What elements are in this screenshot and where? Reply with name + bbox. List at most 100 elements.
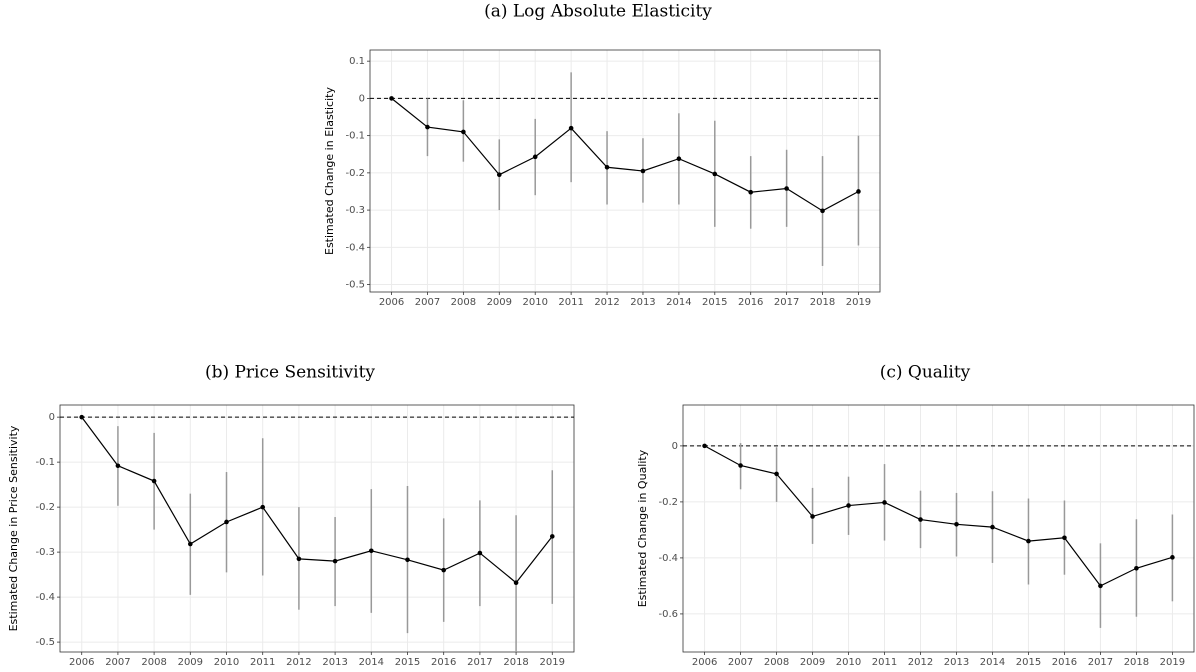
point	[332, 558, 338, 564]
point	[820, 208, 825, 214]
point	[712, 171, 718, 177]
point	[702, 443, 707, 449]
x-tick-label: 2019	[846, 297, 871, 308]
y-tick-label: 0	[672, 441, 678, 452]
y-tick-label: -0.1	[35, 457, 55, 468]
x-tick-label: 2012	[908, 657, 933, 668]
point	[810, 514, 815, 519]
x-tick-label: 2011	[872, 657, 897, 668]
panel-title: (a) Log Absolute Elasticity	[484, 2, 712, 22]
point	[549, 534, 555, 539]
x-tick-label: 2015	[702, 297, 727, 308]
point	[784, 186, 789, 191]
x-tick-label: 2007	[728, 657, 753, 668]
point	[738, 463, 743, 468]
x-tick-label: 2017	[774, 297, 799, 308]
y-tick-label: 0.1	[349, 56, 365, 67]
y-axis-label: Estimated Change in Quality	[636, 449, 649, 607]
point	[918, 517, 923, 522]
x-tick-label: 2009	[800, 657, 825, 668]
point	[389, 96, 394, 101]
x-tick-label: 2008	[764, 657, 789, 668]
x-tick-label: 2011	[558, 297, 583, 308]
panel-title: (c) Quality	[880, 363, 971, 383]
point	[1098, 583, 1103, 589]
point	[188, 541, 193, 547]
plot-border	[682, 404, 1195, 653]
x-tick-label: 2006	[692, 657, 717, 668]
point	[568, 125, 574, 131]
x-tick-label: 2010	[214, 657, 239, 668]
x-tick-label: 2017	[1088, 657, 1113, 668]
x-tick-label: 2016	[431, 657, 456, 668]
x-tick-label: 2017	[467, 657, 492, 668]
y-tick-label: 0	[359, 93, 365, 104]
x-tick-label: 2011	[250, 657, 275, 668]
point	[748, 189, 754, 195]
x-tick-label: 2007	[105, 657, 130, 668]
x-tick-label: 2016	[1052, 657, 1077, 668]
y-tick-label: -0.2	[35, 502, 55, 513]
point	[79, 414, 85, 420]
x-tick-label: 2015	[1016, 657, 1041, 668]
x-tick-label: 2014	[980, 657, 1005, 668]
x-tick-label: 2013	[944, 657, 969, 668]
y-tick-label: -0.3	[35, 547, 55, 558]
line	[391, 97, 859, 212]
x-tick-label: 2019	[540, 657, 565, 668]
point	[532, 154, 538, 160]
y-tick-label: -0.2	[658, 497, 678, 508]
point	[1062, 535, 1067, 541]
line	[704, 445, 1173, 587]
plot-border	[59, 404, 575, 653]
x-tick-label: 2010	[522, 297, 547, 308]
y-tick-label: -0.5	[345, 280, 365, 291]
y-axis-label: Estimated Change in Elasticity	[323, 87, 336, 255]
point	[1170, 555, 1175, 560]
x-tick-label: 2010	[836, 657, 861, 668]
x-tick-label: 2018	[1124, 657, 1149, 668]
x-tick-label: 2012	[594, 297, 619, 308]
x-tick-label: 2019	[1160, 657, 1185, 668]
point	[640, 168, 646, 174]
y-tick-label: -0.5	[35, 637, 55, 648]
x-tick-label: 2012	[286, 657, 311, 668]
point	[1134, 565, 1139, 571]
point	[260, 504, 266, 510]
x-tick-label: 2015	[395, 657, 420, 668]
point	[151, 478, 157, 484]
x-tick-label: 2008	[141, 657, 166, 668]
x-tick-label: 2014	[666, 297, 691, 308]
point	[477, 550, 483, 556]
point	[115, 463, 121, 469]
x-tick-label: 2007	[415, 297, 440, 308]
point	[513, 580, 519, 586]
y-tick-label: -0.2	[345, 168, 365, 179]
x-tick-label: 2009	[178, 657, 203, 668]
y-tick-label: -0.3	[345, 205, 365, 216]
point	[604, 164, 610, 170]
point	[990, 524, 995, 530]
y-tick-label: -0.4	[35, 592, 55, 603]
x-tick-label: 2009	[487, 297, 512, 308]
point	[676, 156, 682, 162]
x-tick-label: 2016	[738, 297, 763, 308]
x-tick-label: 2008	[451, 297, 476, 308]
y-tick-label: -0.6	[658, 609, 678, 620]
y-tick-label: 0	[49, 412, 55, 423]
point	[441, 567, 446, 573]
point	[296, 556, 302, 562]
y-tick-label: -0.4	[658, 553, 678, 564]
x-tick-label: 2014	[359, 657, 384, 668]
point	[405, 557, 410, 563]
y-tick-label: -0.1	[345, 131, 365, 142]
point	[846, 503, 851, 508]
point	[496, 172, 502, 178]
x-tick-label: 2018	[503, 657, 528, 668]
x-tick-label: 2013	[322, 657, 347, 668]
line	[81, 416, 553, 584]
x-tick-label: 2018	[810, 297, 835, 308]
point	[882, 500, 887, 505]
point	[425, 124, 430, 130]
